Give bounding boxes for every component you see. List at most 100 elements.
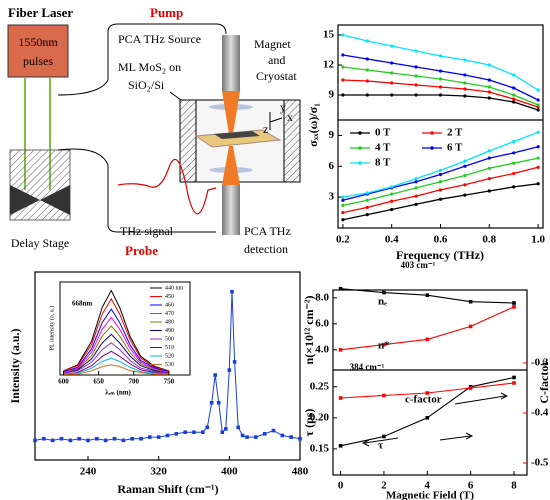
- data-point: [438, 77, 443, 81]
- x-tick-label: 4: [425, 480, 431, 492]
- series-line: [340, 306, 515, 351]
- data-point: [390, 185, 394, 189]
- data-point: [536, 156, 540, 160]
- data-point: [103, 438, 108, 443]
- data-point: [365, 39, 369, 43]
- axis-label: λₑₘ (nm): [105, 389, 131, 397]
- data-point: [468, 386, 473, 390]
- magnet-wall: [283, 99, 301, 183]
- data-point: [365, 198, 369, 202]
- data-point: [236, 425, 240, 430]
- data-point: [365, 191, 369, 195]
- data-point: [341, 210, 345, 215]
- monolayer: [214, 131, 260, 139]
- data-point: [463, 193, 467, 197]
- legend-label: 490: [165, 328, 174, 334]
- y-tick-label: 8.0: [315, 291, 329, 303]
- data-point: [463, 183, 467, 187]
- data-point: [414, 194, 418, 198]
- data-point: [230, 289, 234, 294]
- data-point: [463, 81, 467, 85]
- data-point: [487, 85, 491, 89]
- data-point: [512, 100, 516, 104]
- data-point: [487, 90, 491, 94]
- legend-label: 470: [165, 311, 174, 317]
- data-point: [463, 73, 467, 77]
- data-point: [86, 438, 90, 443]
- data-point: [50, 438, 55, 443]
- x-tick-label: 750: [164, 378, 175, 386]
- data-point: [227, 368, 232, 372]
- data-point: [512, 185, 516, 189]
- legend-label: 2 T: [447, 127, 463, 139]
- data-point: [77, 436, 81, 441]
- data-point: [42, 436, 46, 441]
- x-tick-label: 0.6: [434, 234, 448, 246]
- y-tick-label: -0.4: [531, 407, 549, 419]
- data-point: [382, 393, 386, 398]
- data-point: [382, 342, 386, 347]
- data-point: [487, 149, 491, 153]
- detector: [222, 185, 240, 235]
- axis-label: n(×10¹² cm⁻²): [302, 296, 316, 365]
- data-point: [224, 427, 228, 431]
- data-point: [463, 87, 467, 91]
- data-point: [414, 93, 418, 97]
- data-point: [390, 81, 394, 85]
- x-tick-label: 1.0: [531, 234, 545, 246]
- data-point: [512, 86, 516, 90]
- data-point: [382, 290, 386, 295]
- y-tick-label: 12: [323, 59, 335, 71]
- data-point: [201, 430, 205, 435]
- data-point: [220, 430, 225, 435]
- series-line: [63, 289, 170, 372]
- axis-label: Magnetic Field (T): [386, 490, 474, 500]
- data-point: [414, 74, 418, 78]
- series-line: [63, 357, 169, 375]
- label: Delay Stage: [11, 236, 69, 250]
- legend-marker: [358, 161, 362, 165]
- data-point: [438, 69, 443, 73]
- axes-icon: [269, 112, 283, 130]
- x-tick-label: 0.2: [336, 234, 350, 246]
- data-point: [338, 348, 343, 352]
- legend-label: 530: [165, 362, 174, 368]
- data-point: [382, 434, 386, 439]
- data-point: [425, 337, 430, 342]
- series-line: [63, 342, 169, 374]
- label: and: [268, 53, 285, 67]
- x-tick-label: 6: [468, 480, 474, 492]
- setup-diagram: Fiber Laser 1550nm pulses Delay Stage Pu…: [7, 5, 301, 258]
- data-point: [298, 436, 302, 441]
- x-tick-label: 0: [338, 480, 344, 492]
- label: x: [287, 110, 293, 124]
- data-point: [390, 61, 394, 65]
- data-point: [271, 428, 276, 433]
- data-point: [33, 438, 37, 443]
- data-point: [156, 435, 161, 439]
- x-tick-label: 2: [381, 480, 387, 492]
- data-point: [512, 301, 516, 305]
- data-point: [390, 93, 394, 97]
- data-point: [390, 192, 394, 196]
- data-point: [438, 168, 443, 172]
- series-label: τ: [378, 440, 383, 452]
- mirror: [10, 185, 40, 215]
- data-point: [536, 145, 540, 149]
- fiber: [57, 148, 216, 233]
- data-point: [365, 205, 369, 210]
- data-point: [414, 202, 418, 206]
- data-point: [121, 438, 126, 443]
- x-tick-label: 0.8: [482, 234, 496, 246]
- data-point: [512, 381, 516, 385]
- thz-wave: [117, 158, 217, 215]
- label: Pump: [150, 5, 183, 20]
- data-point: [414, 177, 418, 181]
- data-point: [414, 186, 418, 190]
- magnet-wall: [179, 99, 197, 183]
- data-point: [414, 65, 418, 69]
- legend-label: 6 T: [447, 142, 463, 154]
- data-point: [463, 94, 467, 98]
- label: Fiber Laser: [8, 5, 73, 20]
- data-point: [536, 130, 540, 134]
